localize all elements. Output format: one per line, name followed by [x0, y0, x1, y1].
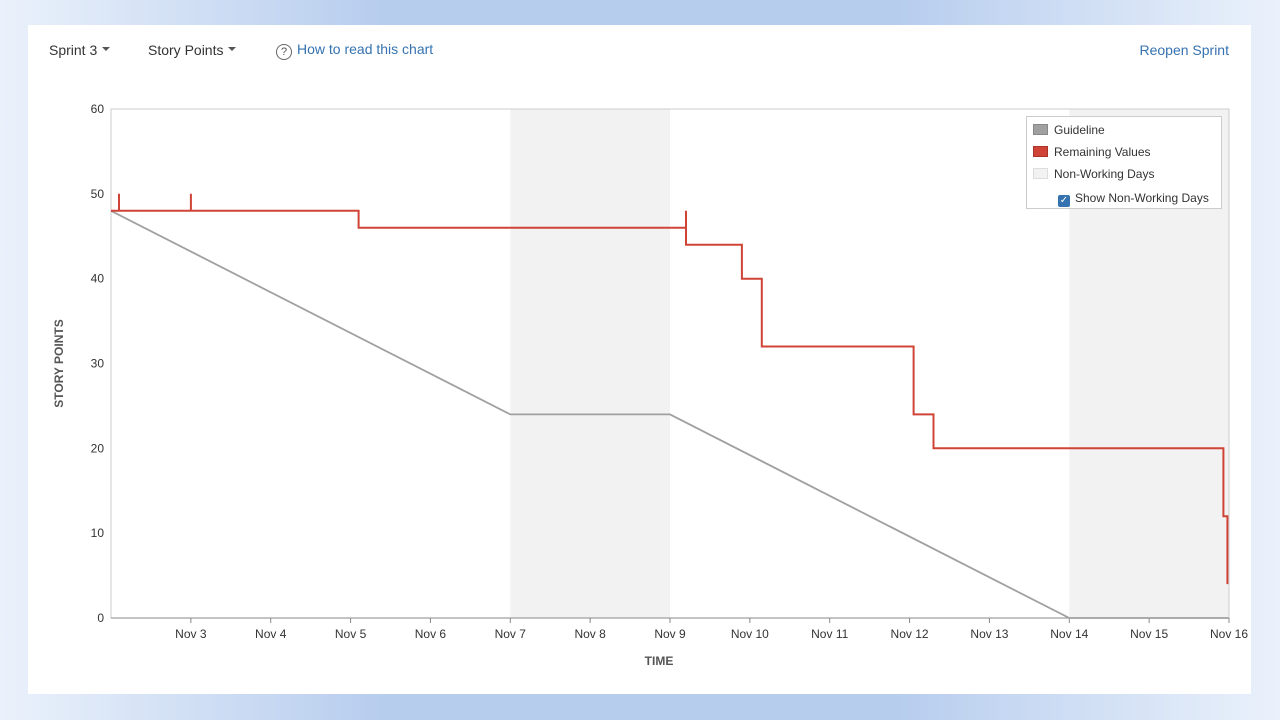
legend-item-guideline: Guideline: [1033, 123, 1105, 137]
y-tick-label: 30: [91, 357, 105, 371]
x-tick-label: Nov 12: [891, 627, 929, 641]
show-non-working-toggle[interactable]: ✓ Show Non-Working Days: [1058, 191, 1209, 207]
y-tick-label: 0: [97, 611, 104, 625]
chart-legend: Guideline Remaining Values Non-Working D…: [1026, 116, 1222, 209]
chart-toolbar: Sprint 3 Story Points ? How to read this …: [28, 25, 1251, 75]
how-to-read-link[interactable]: ? How to read this chart: [276, 41, 433, 60]
series-lines: [110, 193, 1229, 619]
x-tick-label: Nov 10: [731, 627, 769, 641]
legend-label-remaining: Remaining Values: [1054, 145, 1151, 159]
chevron-down-icon: [102, 47, 111, 52]
y-axis-ticks: 0 10 20 30 40 50 60: [91, 102, 105, 625]
estimate-dropdown-label: Story Points: [148, 42, 224, 58]
sprint-dropdown-label: Sprint 3: [49, 42, 98, 58]
x-tick-label: Nov 13: [970, 627, 1008, 641]
x-tick-label: Nov 3: [175, 627, 207, 641]
how-to-read-label: How to read this chart: [297, 41, 434, 57]
legend-item-non-working: Non-Working Days: [1033, 167, 1154, 181]
x-tick-label: Nov 8: [574, 627, 606, 641]
y-tick-label: 20: [91, 441, 105, 455]
y-tick-label: 10: [91, 526, 105, 540]
reopen-sprint-button[interactable]: Reopen Sprint: [1139, 42, 1229, 58]
show-non-working-label: Show Non-Working Days: [1075, 191, 1209, 205]
x-tick-label: Nov 16: [1210, 627, 1248, 641]
legend-swatch-non-working: [1033, 168, 1048, 179]
estimate-dropdown[interactable]: Story Points: [148, 42, 237, 58]
legend-swatch-remaining: [1033, 146, 1048, 157]
checkbox-checked-icon[interactable]: ✓: [1058, 195, 1070, 207]
sprint-dropdown[interactable]: Sprint 3: [49, 42, 111, 58]
legend-label-non-working: Non-Working Days: [1054, 167, 1155, 181]
remaining-values-line: [111, 193, 1229, 585]
y-tick-label: 40: [91, 272, 105, 286]
legend-item-remaining: Remaining Values: [1033, 145, 1151, 159]
y-tick-label: 60: [91, 102, 105, 116]
guideline-line: [110, 209, 1229, 619]
x-axis-ticks: Nov 3 Nov 4 Nov 5 Nov 6 Nov 7 Nov 8 Nov 9 Nov 1…: [175, 618, 1248, 641]
burndown-card: Sprint 3 Story Points ? How to read this …: [28, 25, 1251, 694]
x-tick-label: Nov 11: [811, 627, 848, 641]
x-tick-label: Nov 7: [495, 627, 527, 641]
y-tick-label: 50: [91, 187, 105, 201]
y-axis-title: STORY POINTS: [52, 319, 66, 407]
question-circle-icon: ?: [276, 44, 292, 60]
x-tick-label: Nov 14: [1050, 627, 1088, 641]
x-tick-label: Nov 9: [654, 627, 686, 641]
x-tick-label: Nov 15: [1130, 627, 1168, 641]
legend-swatch-guideline: [1033, 124, 1048, 135]
x-tick-label: Nov 6: [415, 627, 447, 641]
x-axis-title: TIME: [645, 654, 674, 668]
chevron-down-icon: [228, 47, 237, 52]
non-working-band-1: [510, 109, 670, 618]
legend-label-guideline: Guideline: [1054, 123, 1105, 137]
x-tick-label: Nov 4: [255, 627, 287, 641]
x-tick-label: Nov 5: [335, 627, 367, 641]
